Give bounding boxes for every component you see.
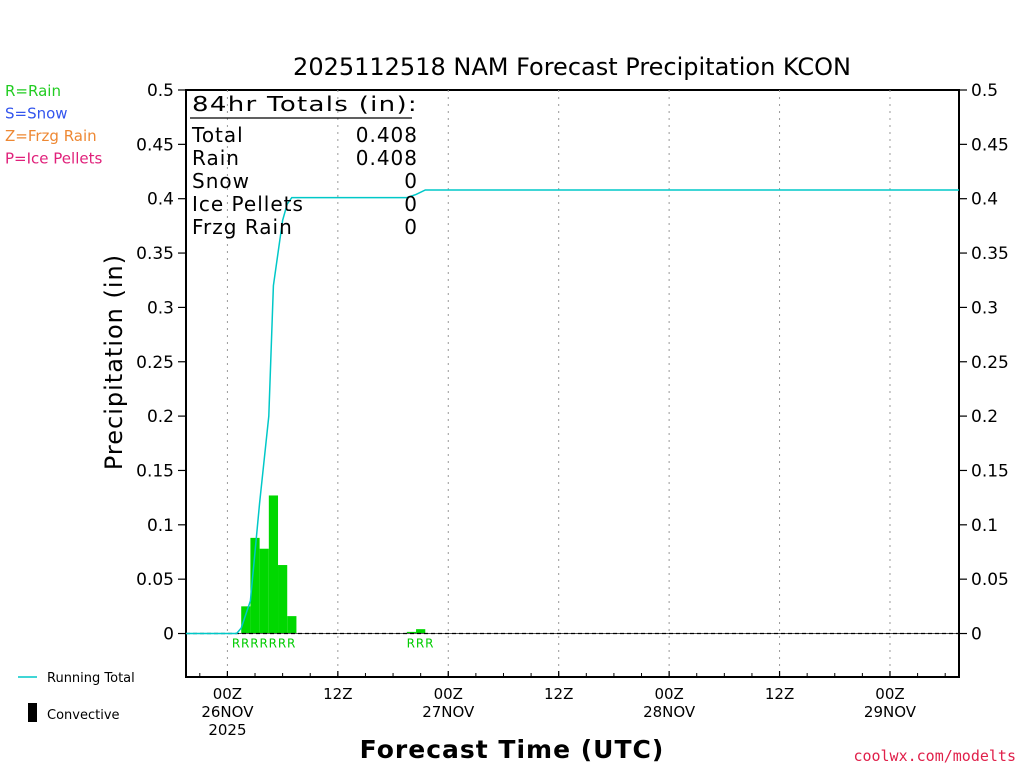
y-tick-label-right: 0.4 [971, 190, 998, 210]
x-tick-label: 26NOV [201, 703, 254, 721]
precip-type-label: R [287, 637, 295, 651]
type-legend-item: P=Ice Pellets [5, 150, 102, 168]
precip-type-label: R [250, 637, 258, 651]
y-tick-label-left: 0 [163, 625, 174, 645]
x-tick-label: 12Z [765, 685, 794, 703]
totals-row-label: Ice Pellets [192, 192, 304, 216]
y-ticks-right: 0 0.05 0.1 0.15 0.2 0.25 0.3 0.35 0.4 0.45 0.5 [959, 81, 1009, 645]
precip-type-label: R [259, 637, 267, 651]
running-total-line [186, 189, 959, 635]
y-tick-label-right: 0.15 [971, 461, 1009, 481]
precip-bar [278, 565, 288, 634]
y-tick-label-left: 0.5 [147, 81, 174, 101]
precip-bar [416, 629, 426, 634]
convective-legend-label: Convective [47, 708, 120, 723]
x-tick-label: 2025 [208, 721, 246, 739]
totals-row-value: 0 [404, 169, 418, 193]
precip-bar [406, 631, 417, 634]
x-tick-label: 29NOV [864, 703, 917, 721]
y-tick-label-right: 0.1 [971, 516, 998, 536]
plot-frame [185, 89, 960, 678]
precip-bar [250, 537, 260, 634]
y-ticks-left: 0 0.05 0.1 0.15 0.2 0.25 0.3 0.35 0.4 0.45 0.5 [136, 81, 186, 645]
precip-type-label: R [269, 637, 277, 651]
chart-title: 2025112518 NAM Forecast Precipitation KC… [293, 53, 851, 81]
convective-legend-swatch [28, 703, 37, 722]
y-tick-label-left: 0.1 [147, 516, 174, 536]
y-tick-label-left: 0.4 [147, 190, 174, 210]
y-tick-label-right: 0.25 [971, 353, 1009, 373]
y-tick-label-right: 0.3 [971, 298, 998, 318]
y-tick-label-left: 0.15 [136, 461, 174, 481]
running-total-legend-label: Running Total [47, 671, 135, 686]
x-tick-label: 00Z [213, 685, 242, 703]
totals-row-label: Frzg Rain [192, 215, 293, 239]
totals-row-value: 0.408 [356, 123, 418, 147]
y-tick-label-left: 0.25 [136, 353, 174, 373]
precip-type-label: R [232, 637, 240, 651]
x-tick-label: 00Z [875, 685, 904, 703]
precip-bars [186, 495, 959, 635]
x-tick-label: 27NOV [422, 703, 475, 721]
gridlines [226, 90, 891, 677]
y-axis-label: Precipitation (in) [100, 254, 128, 470]
x-tick-label: 12Z [323, 685, 352, 703]
precip-bar [241, 606, 251, 634]
y-tick-label-right: 0.5 [971, 81, 998, 101]
y-tick-label-left: 0.45 [136, 135, 174, 155]
totals-box: 84hr Totals (in): Total 0.408 Rain 0.408 Sno… [190, 92, 418, 239]
x-tick-label: 28NOV [643, 703, 696, 721]
y-tick-label-right: 0.2 [971, 407, 998, 427]
type-legend-item: Z=Frzg Rain [5, 127, 97, 145]
totals-row-label: Total [191, 123, 244, 147]
precip-bar [259, 548, 269, 634]
y-tick-label-right: 0.05 [971, 570, 1009, 590]
totals-row-label: Snow [192, 169, 250, 193]
y-tick-label-left: 0.35 [136, 244, 174, 264]
x-tick-label: 00Z [654, 685, 683, 703]
y-tick-label-right: 0 [971, 625, 982, 645]
precip-type-label: R [425, 637, 433, 651]
x-tick-label: 12Z [544, 685, 573, 703]
y-tick-label-left: 0.3 [147, 298, 174, 318]
y-tick-label-right: 0.45 [971, 135, 1009, 155]
precip-type-legend: R=Rain S=Snow Z=Frzg Rain P=Ice Pellets [5, 82, 102, 168]
precip-type-label: R [278, 637, 286, 651]
totals-row-label: Rain [192, 146, 240, 170]
precip-type-label: R [416, 637, 424, 651]
y-tick-label-left: 0.2 [147, 407, 174, 427]
type-legend-item: S=Snow [5, 105, 68, 123]
precip-bar [287, 616, 297, 634]
credit-text: coolwx.com/modelts [853, 747, 1016, 765]
y-tick-label-right: 0.35 [971, 244, 1009, 264]
type-legend-item: R=Rain [5, 82, 61, 100]
totals-row-value: 0 [404, 192, 418, 216]
x-tick-label: 00Z [434, 685, 463, 703]
totals-row-value: 0 [404, 215, 418, 239]
totals-header: 84hr Totals (in): [192, 92, 418, 116]
x-axis-label: Forecast Time (UTC) [360, 735, 665, 764]
precip-type-label: R [241, 637, 249, 651]
totals-row-value: 0.408 [356, 146, 418, 170]
y-tick-label-left: 0.05 [136, 570, 174, 590]
precip-type-label: R [407, 637, 415, 651]
precip-bar [268, 495, 279, 634]
